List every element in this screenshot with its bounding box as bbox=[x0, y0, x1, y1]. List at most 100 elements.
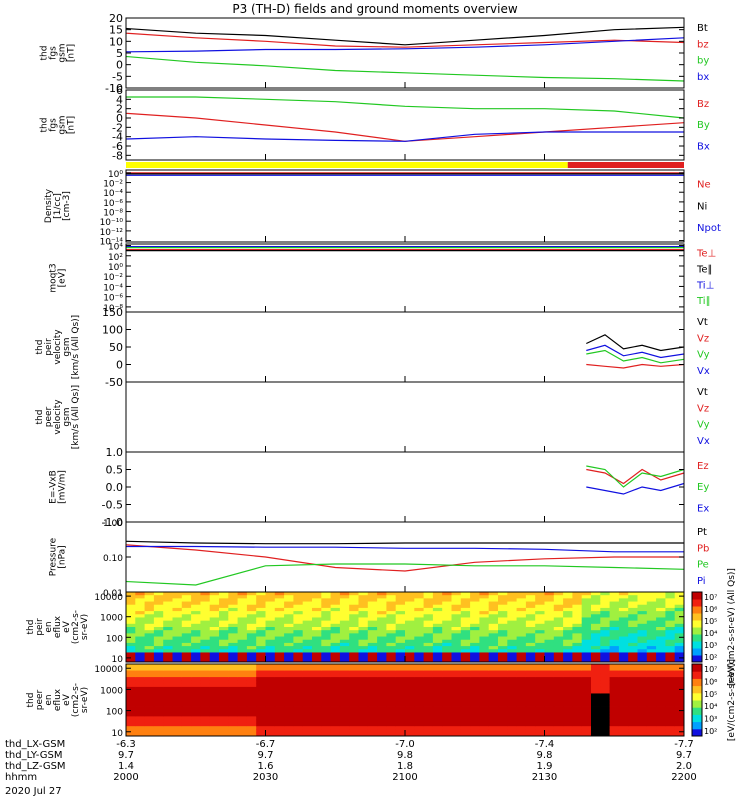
y-axis-label-temperature: moqt3 bbox=[49, 263, 59, 292]
heatmap-cell bbox=[302, 642, 313, 647]
heatmap-cell bbox=[405, 636, 415, 641]
heatmap-cell bbox=[395, 649, 406, 653]
series-line-pressure-Pb bbox=[125, 544, 684, 572]
heatmap-cell bbox=[637, 598, 648, 602]
heatmap-cell bbox=[386, 611, 397, 615]
heatmap-cell bbox=[228, 664, 238, 668]
colorbar-swatch bbox=[692, 664, 702, 672]
heatmap-cell bbox=[572, 696, 583, 701]
heatmap-cell bbox=[219, 658, 229, 663]
heatmap-cell bbox=[209, 690, 220, 694]
heatmap-cell bbox=[181, 667, 192, 671]
heatmap-cell bbox=[302, 729, 313, 734]
heatmap-cell bbox=[442, 719, 452, 724]
heatmap-cell bbox=[470, 732, 480, 737]
heatmap-cell bbox=[442, 614, 452, 618]
heatmap-cell bbox=[656, 726, 666, 730]
heatmap-cell bbox=[591, 630, 601, 634]
heatmap-cell bbox=[498, 693, 508, 698]
heatmap-cell bbox=[246, 693, 257, 698]
heatmap-cell bbox=[135, 732, 145, 737]
heatmap-cell bbox=[572, 649, 583, 653]
heatmap-cell bbox=[209, 713, 220, 717]
heatmap-cell bbox=[209, 677, 220, 681]
heatmap-cell bbox=[488, 690, 499, 694]
heatmap-cell bbox=[591, 683, 601, 688]
heatmap-cell bbox=[498, 617, 508, 622]
heatmap-cell bbox=[246, 683, 257, 688]
heatmap-cell bbox=[126, 677, 136, 681]
heatmap-cell bbox=[618, 604, 629, 609]
heatmap-cell bbox=[451, 713, 462, 717]
heatmap-cell bbox=[656, 673, 666, 678]
heatmap-cell bbox=[544, 686, 555, 691]
heatmap-cell bbox=[284, 667, 294, 671]
heatmap-cell bbox=[153, 673, 164, 678]
heatmap-cell bbox=[553, 642, 564, 647]
heatmap-cell bbox=[321, 592, 331, 596]
heatmap-cell bbox=[246, 611, 257, 615]
heatmap-cell bbox=[395, 592, 406, 596]
heatmap-cell bbox=[339, 611, 350, 615]
heatmap-cell bbox=[386, 649, 397, 653]
heatmap-cell bbox=[330, 649, 341, 653]
heatmap-cell bbox=[405, 652, 415, 657]
heatmap-cell bbox=[405, 630, 415, 634]
heatmap-cell bbox=[572, 677, 583, 681]
heatmap-cell bbox=[144, 677, 155, 681]
heatmap-cell bbox=[219, 667, 229, 671]
heatmap-cell bbox=[498, 664, 508, 668]
heatmap-cell bbox=[181, 732, 192, 737]
heatmap-cell bbox=[274, 607, 285, 612]
heatmap-cell bbox=[256, 595, 266, 599]
heatmap-cell bbox=[339, 729, 350, 734]
heatmap-cell bbox=[321, 601, 331, 606]
heatmap-cell bbox=[628, 604, 638, 609]
heatmap-cell bbox=[581, 607, 592, 612]
heatmap-cell bbox=[265, 670, 276, 675]
heatmap-cell bbox=[553, 686, 564, 691]
heatmap-cell bbox=[609, 716, 620, 721]
heatmap-cell bbox=[367, 700, 378, 704]
heatmap-cell bbox=[674, 670, 685, 675]
heatmap-cell bbox=[209, 620, 220, 625]
heatmap-cell bbox=[265, 667, 276, 671]
heatmap-cell bbox=[609, 696, 620, 701]
legend-entry-peir_velocity-Vt: Vt bbox=[697, 317, 708, 328]
heatmap-cell bbox=[274, 646, 285, 650]
heatmap-cell bbox=[228, 686, 238, 691]
heatmap-cell bbox=[674, 607, 685, 612]
heatmap-cell bbox=[479, 658, 490, 663]
heatmap-cell bbox=[609, 655, 620, 660]
heatmap-cell bbox=[525, 655, 536, 660]
heatmap-cell bbox=[637, 646, 648, 650]
heatmap-cell bbox=[414, 664, 424, 668]
heatmap-cell bbox=[367, 633, 378, 637]
heatmap-cell bbox=[349, 639, 359, 644]
heatmap-cell bbox=[172, 604, 183, 609]
heatmap-cell bbox=[386, 627, 397, 631]
heatmap-cell bbox=[423, 667, 434, 671]
y-tick-label-efield: 0.0 bbox=[106, 481, 124, 494]
heatmap-cell bbox=[423, 617, 434, 622]
heatmap-cell bbox=[544, 630, 555, 634]
heatmap-cell bbox=[367, 686, 378, 691]
heatmap-cell bbox=[377, 601, 387, 606]
heatmap-cell bbox=[321, 722, 331, 727]
heatmap-cell bbox=[600, 722, 610, 727]
heatmap-cell bbox=[488, 732, 499, 737]
heatmap-cell bbox=[284, 633, 294, 637]
heatmap-cell bbox=[349, 646, 359, 650]
y-tick-label-density: 10⁻¹⁰ bbox=[100, 218, 124, 228]
heatmap-cell bbox=[665, 611, 676, 615]
heatmap-cell bbox=[256, 639, 266, 644]
panel-temperature bbox=[125, 243, 685, 313]
heatmap-cell bbox=[665, 592, 676, 596]
heatmap-cell bbox=[423, 709, 434, 714]
heatmap-cell bbox=[144, 620, 155, 625]
heatmap-cell bbox=[581, 614, 592, 618]
heatmap-cell bbox=[563, 722, 573, 727]
heatmap-cell bbox=[674, 652, 685, 657]
heatmap-cell bbox=[656, 693, 666, 698]
heatmap-cell bbox=[507, 658, 517, 663]
